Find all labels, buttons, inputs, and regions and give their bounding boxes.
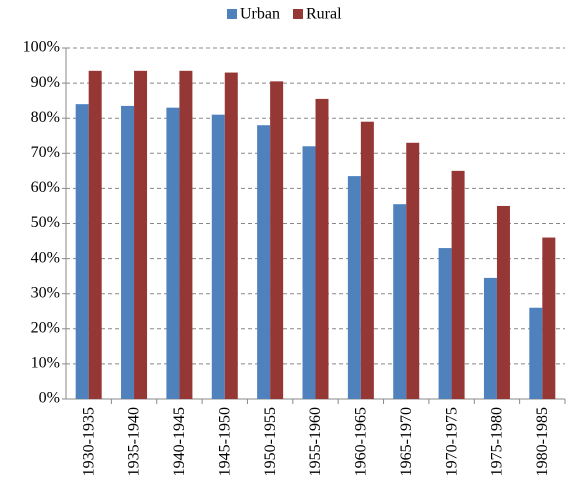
bar xyxy=(134,70,148,399)
x-tick-label: 1930-1935 xyxy=(80,407,97,476)
x-tick-label: 1935-1940 xyxy=(126,407,143,476)
y-tick-label: 40% xyxy=(31,249,60,266)
y-tick-label: 30% xyxy=(31,284,60,301)
legend-label: Rural xyxy=(306,6,342,23)
bar xyxy=(483,277,497,399)
x-tick-label: 1940-1945 xyxy=(171,407,188,476)
bar xyxy=(360,121,374,400)
bar xyxy=(88,70,102,399)
bar xyxy=(121,105,135,399)
bar xyxy=(179,70,193,399)
bar xyxy=(406,142,420,399)
bar xyxy=(529,307,543,399)
y-tick-label: 80% xyxy=(31,109,60,126)
y-tick-label: 60% xyxy=(31,179,60,196)
y-tick-label: 100% xyxy=(23,39,60,56)
bar xyxy=(438,248,452,399)
x-tick-label: 1980-1985 xyxy=(534,407,551,476)
y-tick-label: 70% xyxy=(31,144,60,161)
bar xyxy=(270,81,284,399)
bar xyxy=(166,107,180,400)
y-tick-label: 10% xyxy=(31,355,60,372)
bar xyxy=(224,72,238,399)
y-tick-label: 20% xyxy=(31,319,60,336)
bar xyxy=(451,170,465,399)
x-tick-label: 1965-1970 xyxy=(398,407,415,476)
bar xyxy=(496,205,510,399)
x-tick-label: 1955-1960 xyxy=(307,407,324,476)
x-tick-label: 1950-1955 xyxy=(262,407,279,476)
bar xyxy=(257,125,271,399)
y-tick-label: 50% xyxy=(31,214,60,231)
y-tick-label: 90% xyxy=(31,74,60,91)
bar xyxy=(75,104,89,399)
bar xyxy=(302,146,316,399)
x-tick-label: 1960-1965 xyxy=(353,407,370,476)
legend-swatch xyxy=(292,9,303,19)
bar xyxy=(315,98,329,400)
x-tick-label: 1975-1980 xyxy=(489,407,506,476)
bar xyxy=(393,204,407,399)
x-tick-label: 1945-1950 xyxy=(216,407,233,476)
legend-label: Urban xyxy=(240,6,280,23)
x-tick-label: 1970-1975 xyxy=(443,407,460,476)
bar xyxy=(347,176,361,399)
bar xyxy=(211,114,225,399)
legend-swatch xyxy=(227,9,237,19)
y-tick-label: 0% xyxy=(39,390,60,407)
bar xyxy=(542,237,556,399)
